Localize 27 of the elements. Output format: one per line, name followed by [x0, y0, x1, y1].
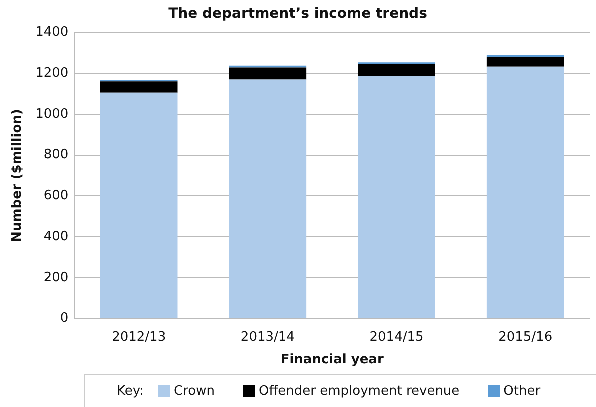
y-tick-label: 200: [44, 270, 69, 286]
legend-label: Other: [504, 384, 541, 398]
bar: [358, 76, 436, 318]
chart-title: The department’s income trends: [168, 6, 428, 22]
y-tick-label: 800: [44, 148, 69, 163]
bar: [229, 68, 307, 80]
x-tick-label: 2012/13: [112, 330, 166, 345]
y-tick-label: 600: [44, 188, 69, 204]
y-tick-label: 400: [44, 229, 69, 244]
y-tick-label: 1000: [36, 106, 69, 122]
y-tick-label: 0: [60, 311, 69, 326]
bar: [486, 66, 564, 318]
legend-title: Key:: [117, 384, 144, 398]
x-tick-label: 2015/16: [498, 330, 553, 345]
legend-label: Crown: [174, 384, 215, 398]
y-tick-label: 1200: [36, 66, 69, 82]
bar: [358, 64, 436, 77]
x-axis-title: Financial year: [280, 352, 384, 368]
y-axis-title: Number ($million): [10, 109, 26, 242]
x-tick-label: 2014/15: [370, 330, 424, 345]
bar: [100, 82, 178, 93]
bar: [229, 80, 307, 318]
bar: [100, 92, 178, 318]
legend-label: Offender employment revenue: [258, 384, 460, 398]
bar: [486, 57, 564, 67]
x-tick-label: 2013/14: [240, 330, 295, 345]
y-tick-label: 1400: [36, 25, 69, 40]
